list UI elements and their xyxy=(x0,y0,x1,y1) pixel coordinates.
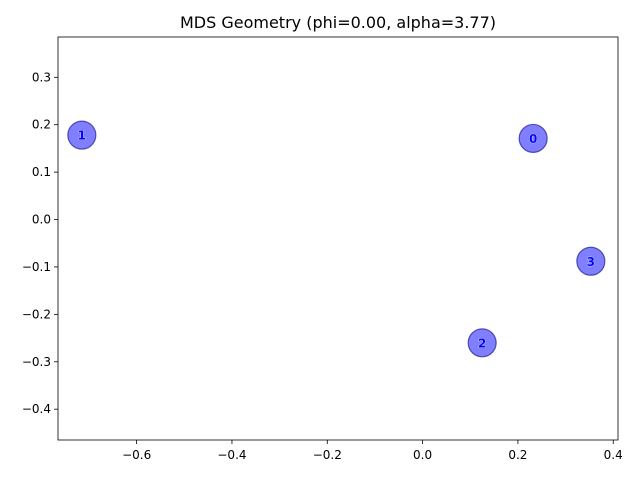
data-point-marker xyxy=(467,328,497,358)
data-point-label: 1 xyxy=(78,129,86,143)
y-tick-label: 0.1 xyxy=(32,165,51,179)
data-point-marker xyxy=(67,120,97,150)
data-point-marker xyxy=(518,123,548,154)
chart-title: MDS Geometry (phi=0.00, alpha=3.77) xyxy=(180,13,496,32)
x-tick-label: −0.4 xyxy=(217,448,246,462)
x-tick-label: −0.6 xyxy=(122,448,151,462)
x-tick-label: 0.2 xyxy=(508,448,527,462)
data-points: 0 1 2 3 xyxy=(67,120,606,358)
data-point-label: 2 xyxy=(478,336,486,350)
x-tick-label: 0.4 xyxy=(604,448,623,462)
y-tick-label: 0.2 xyxy=(32,118,51,132)
axis-ticks: −0.6 −0.4 −0.2 0.0 0.2 0.4 −0.4 −0.3 −0.2 −0.1 0.0… xyxy=(22,70,623,462)
data-point-marker xyxy=(576,246,606,276)
x-tick-label: −0.2 xyxy=(313,448,342,462)
plot-area-frame xyxy=(57,36,619,441)
data-point-label: 3 xyxy=(587,255,595,269)
y-tick-label: −0.2 xyxy=(22,307,51,321)
x-tick-label: 0.0 xyxy=(413,448,432,462)
data-point-label: 0 xyxy=(529,132,537,146)
y-tick-label: 0.0 xyxy=(32,213,51,227)
y-tick-label: −0.3 xyxy=(22,355,51,369)
y-tick-label: 0.3 xyxy=(32,70,51,84)
y-tick-label: −0.1 xyxy=(22,260,51,274)
y-tick-label: −0.4 xyxy=(22,402,51,416)
